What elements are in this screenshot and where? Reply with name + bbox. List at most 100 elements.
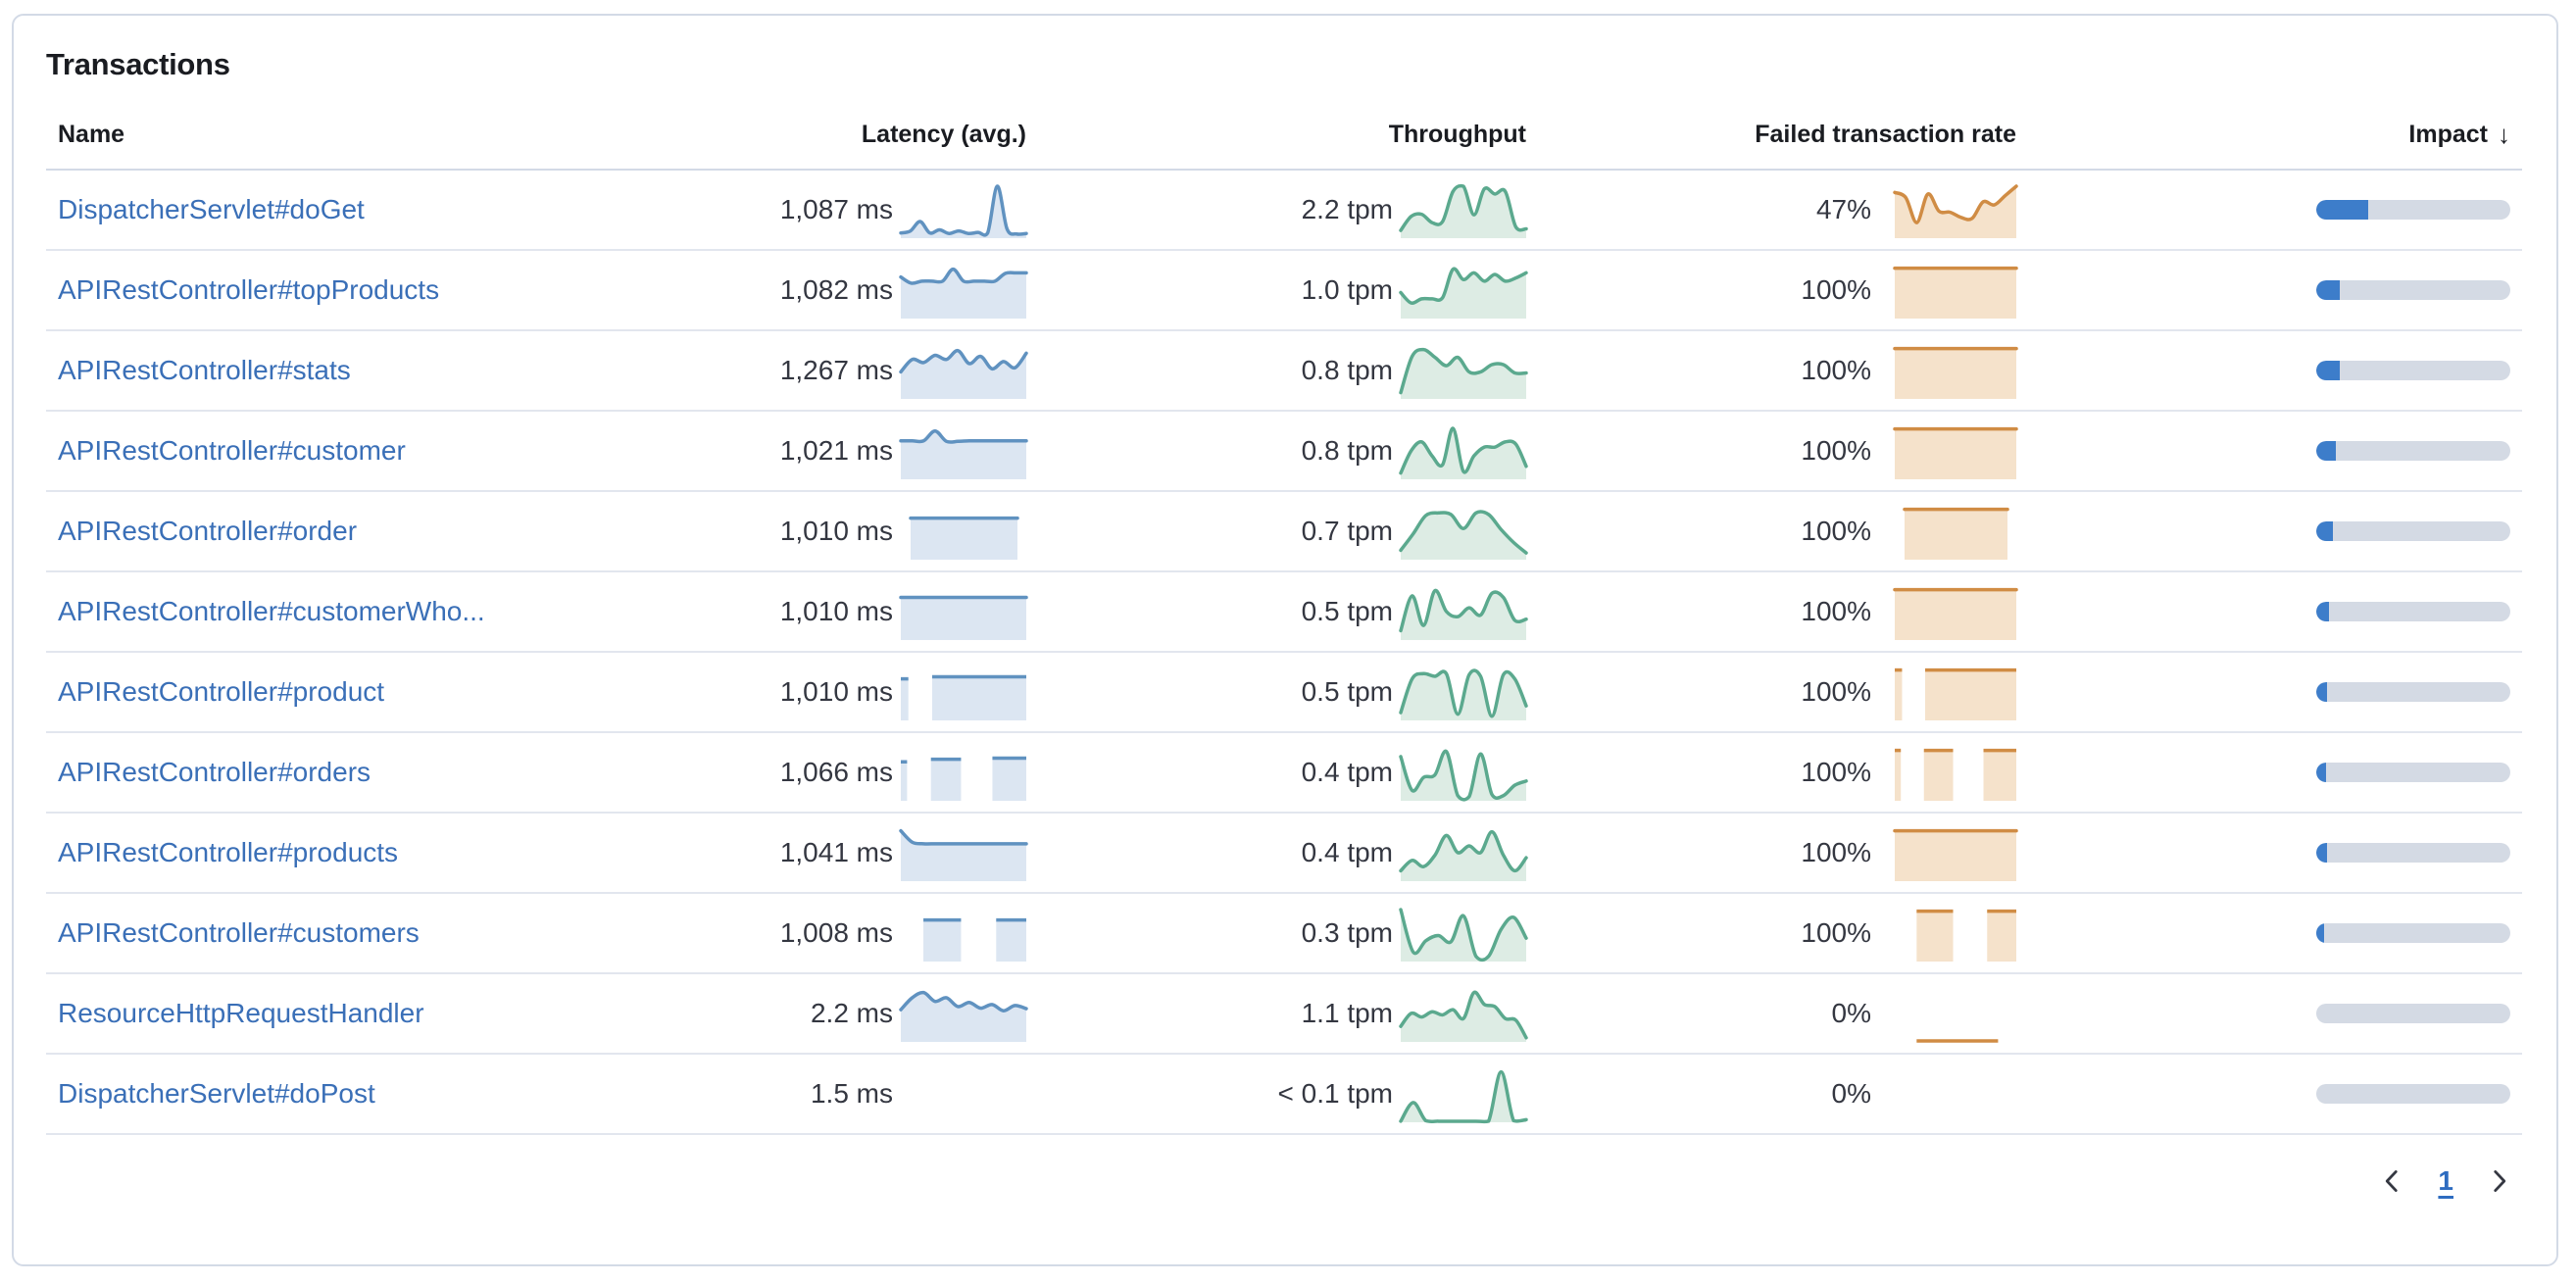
- throughput-value: 0.8 tpm: [1301, 355, 1393, 385]
- impact-cell: [2028, 763, 2522, 782]
- impact-cell: [2028, 1084, 2522, 1104]
- failed-rate-cell: 47%: [1538, 179, 2028, 240]
- transaction-name-cell: APIRestController#orders: [46, 757, 712, 788]
- failed-rate-value: 100%: [1801, 757, 1871, 787]
- throughput-sparkline: [1399, 264, 1528, 321]
- impact-bar-fill: [2316, 200, 2369, 220]
- throughput-sparkline: [1399, 183, 1528, 240]
- column-header-throughput[interactable]: Throughput: [1388, 120, 1526, 148]
- throughput-value: 0.5 tpm: [1301, 596, 1393, 626]
- latency-cell: 1,087 ms: [712, 179, 1038, 240]
- failed-rate-cell: 100%: [1538, 822, 2028, 883]
- transaction-name-link[interactable]: APIRestController#customer: [58, 435, 406, 466]
- failed-rate-value: 47%: [1815, 194, 1871, 224]
- impact-cell: [2028, 682, 2522, 702]
- column-header-failed-rate[interactable]: Failed transaction rate: [1755, 120, 2016, 148]
- latency-cell: 1.5 ms: [712, 1063, 1038, 1124]
- column-header-impact-label: Impact: [2408, 120, 2488, 148]
- failed-rate-value: 0%: [1831, 998, 1871, 1028]
- transaction-name-link[interactable]: ResourceHttpRequestHandler: [58, 998, 424, 1028]
- failed-rate-value: 100%: [1801, 596, 1871, 626]
- impact-bar-fill: [2316, 280, 2340, 300]
- latency-sparkline: [899, 264, 1028, 321]
- latency-value: 1,066 ms: [779, 757, 893, 787]
- latency-sparkline: [899, 424, 1028, 481]
- impact-bar-fill: [2316, 843, 2327, 863]
- column-header-latency[interactable]: Latency (avg.): [861, 120, 1026, 148]
- table-row: APIRestController#orders 1,066 ms 0.4 tp…: [46, 733, 2522, 814]
- impact-bar-fill: [2316, 521, 2333, 541]
- latency-value: 1,041 ms: [779, 837, 893, 867]
- impact-bar: [2316, 1084, 2510, 1104]
- throughput-value: 0.8 tpm: [1301, 435, 1393, 466]
- throughput-cell: < 0.1 tpm: [1038, 1063, 1538, 1124]
- latency-sparkline: [899, 987, 1028, 1044]
- throughput-cell: 0.8 tpm: [1038, 420, 1538, 481]
- impact-cell: [2028, 1004, 2522, 1023]
- failed-rate-value: 100%: [1801, 274, 1871, 305]
- table-row: APIRestController#order 1,010 ms 0.7 tpm…: [46, 492, 2522, 572]
- table-body: DispatcherServlet#doGet 1,087 ms 2.2 tpm…: [46, 171, 2522, 1135]
- transaction-name-link[interactable]: APIRestController#product: [58, 676, 385, 707]
- table-row: APIRestController#products 1,041 ms 0.4 …: [46, 814, 2522, 894]
- table-row: APIRestController#customer 1,021 ms 0.8 …: [46, 412, 2522, 492]
- transaction-name-link[interactable]: APIRestController#customers: [58, 917, 420, 948]
- latency-cell: 1,021 ms: [712, 420, 1038, 481]
- pagination: 1: [46, 1161, 2522, 1202]
- failed-rate-value: 100%: [1801, 355, 1871, 385]
- impact-bar: [2316, 602, 2510, 621]
- throughput-cell: 2.2 tpm: [1038, 179, 1538, 240]
- latency-value: 1,021 ms: [779, 435, 893, 466]
- latency-value: 1,010 ms: [779, 596, 893, 626]
- transaction-name-link[interactable]: APIRestController#topProducts: [58, 274, 440, 305]
- failed-rate-sparkline: [1893, 585, 2018, 642]
- latency-value: 1,008 ms: [779, 917, 893, 948]
- latency-sparkline: [899, 344, 1028, 401]
- transaction-name-link[interactable]: DispatcherServlet#doGet: [58, 194, 365, 224]
- transaction-name-link[interactable]: APIRestController#order: [58, 516, 358, 546]
- latency-cell: 2.2 ms: [712, 983, 1038, 1044]
- impact-cell: [2028, 923, 2522, 943]
- column-header-impact[interactable]: Impact ↓: [2028, 120, 2522, 150]
- failed-rate-value: 100%: [1801, 676, 1871, 707]
- failed-rate-cell: 100%: [1538, 903, 2028, 963]
- sort-descending-icon: ↓: [2498, 119, 2510, 149]
- throughput-cell: 0.3 tpm: [1038, 903, 1538, 963]
- transactions-panel: Transactions Name Latency (avg.) Through…: [12, 14, 2558, 1266]
- column-header-name[interactable]: Name: [58, 120, 125, 148]
- impact-cell: [2028, 441, 2522, 461]
- impact-bar-fill: [2316, 361, 2340, 380]
- throughput-cell: 0.8 tpm: [1038, 340, 1538, 401]
- transaction-name-link[interactable]: APIRestController#customerWho...: [58, 596, 485, 626]
- impact-bar-fill: [2316, 923, 2324, 943]
- impact-cell: [2028, 843, 2522, 863]
- page-1-button[interactable]: 1: [2430, 1161, 2461, 1201]
- failed-rate-cell: 100%: [1538, 340, 2028, 401]
- throughput-value: 0.4 tpm: [1301, 757, 1393, 787]
- throughput-value: 1.0 tpm: [1301, 274, 1393, 305]
- transaction-name-link[interactable]: APIRestController#orders: [58, 757, 372, 787]
- throughput-value: 0.4 tpm: [1301, 837, 1393, 867]
- failed-rate-sparkline: [1895, 907, 2016, 963]
- previous-page-button[interactable]: [2371, 1161, 2412, 1202]
- impact-bar: [2316, 361, 2510, 380]
- latency-sparkline: [899, 183, 1028, 240]
- next-page-button[interactable]: [2479, 1161, 2520, 1202]
- throughput-sparkline: [1399, 505, 1528, 562]
- failed-rate-sparkline: [1895, 1067, 2016, 1124]
- transaction-name-link[interactable]: APIRestController#stats: [58, 355, 351, 385]
- throughput-cell: 0.5 tpm: [1038, 662, 1538, 722]
- throughput-value: < 0.1 tpm: [1277, 1078, 1393, 1109]
- latency-value: 1,267 ms: [779, 355, 893, 385]
- latency-sparkline: [901, 907, 1026, 963]
- table-row: DispatcherServlet#doGet 1,087 ms 2.2 tpm…: [46, 171, 2522, 251]
- table-row: APIRestController#product 1,010 ms 0.5 t…: [46, 653, 2522, 733]
- panel-title: Transactions: [46, 47, 230, 81]
- failed-rate-cell: 100%: [1538, 742, 2028, 803]
- throughput-sparkline: [1399, 424, 1528, 481]
- latency-value: 1,010 ms: [779, 516, 893, 546]
- transaction-name-link[interactable]: APIRestController#products: [58, 837, 399, 867]
- transaction-name-link[interactable]: DispatcherServlet#doPost: [58, 1078, 375, 1109]
- impact-cell: [2028, 602, 2522, 621]
- throughput-sparkline: [1399, 666, 1528, 722]
